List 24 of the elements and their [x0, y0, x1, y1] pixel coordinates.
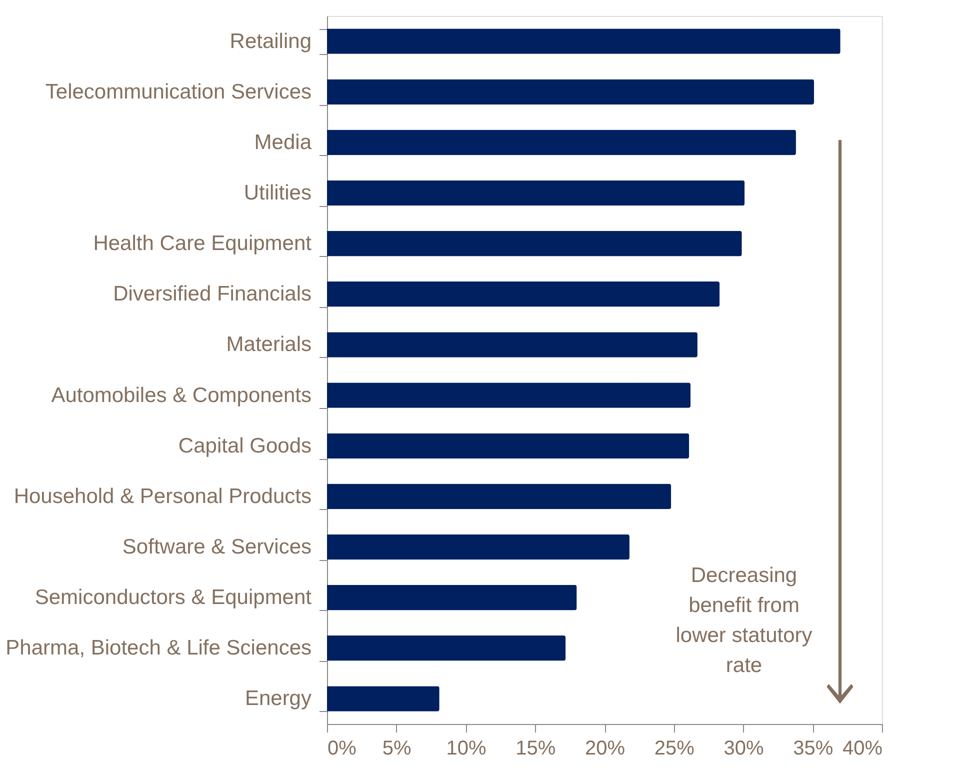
x-tick-label: 35%: [793, 738, 834, 760]
annotation: Decreasing benefit from lower statutory rate: [676, 564, 813, 677]
y-tick-label: Retailing: [230, 30, 312, 53]
x-tick-label: 0%: [328, 738, 357, 760]
y-tick-label: Capital Goods: [178, 434, 312, 458]
y-tick-label: Utilities: [244, 182, 312, 204]
x-tick-label: 40%: [842, 738, 883, 760]
y-tick-label: Media: [254, 130, 312, 154]
x-tick-label: 10%: [446, 738, 486, 760]
y-tick-label: Telecommunication Services: [45, 80, 312, 104]
y-tick-label: Semiconductors & Equipment: [34, 586, 312, 610]
x-tick-label: 25%: [654, 738, 695, 760]
y-tick-label: Diversified Financials: [113, 282, 312, 306]
x-tick-label: 20%: [584, 738, 626, 760]
y-tick-label: Household & Personal Products: [14, 484, 312, 508]
y-tick-label: Pharma, Biotech & Life Sciences: [6, 636, 312, 660]
y-tick-label: Health Care Equipment: [93, 232, 312, 256]
y-tick-label: Software & Services: [122, 536, 312, 558]
x-tick-label: 5%: [382, 738, 412, 760]
y-tick-label: Energy: [244, 687, 312, 710]
x-tick-label: 15%: [516, 738, 556, 760]
y-tick-label: Automobiles & Components: [51, 384, 312, 407]
y-tick-label: Materials: [226, 333, 312, 356]
x-tick-label: 30%: [724, 738, 764, 760]
